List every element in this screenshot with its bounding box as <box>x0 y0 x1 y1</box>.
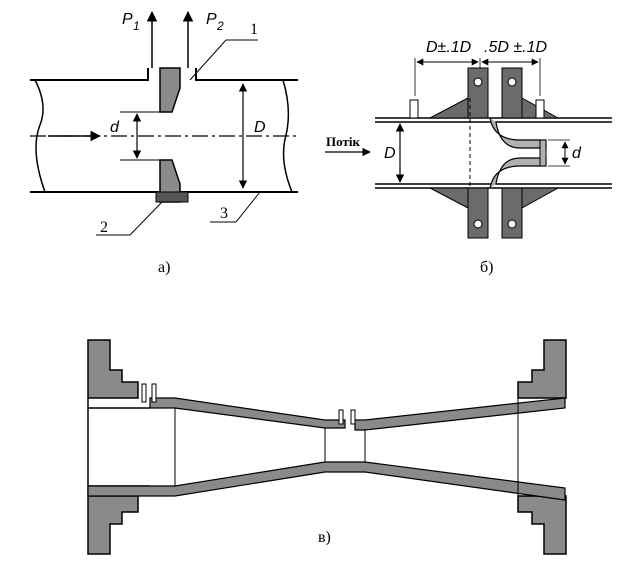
small-diameter-label: d <box>110 119 120 136</box>
p2-subscript: 2 <box>216 19 224 33</box>
flow-label: Потік <box>326 134 360 149</box>
figure-a-orifice: P 1 P 2 1 2 3 d D а) <box>30 10 298 276</box>
p1-label: P <box>122 11 133 28</box>
p2-label: P <box>206 11 217 28</box>
callout-3: 3 <box>220 205 228 222</box>
small-diameter-label-b: d <box>572 145 582 162</box>
callout-1: 1 <box>250 21 258 38</box>
dim-downstream-label: .5D ±.1D <box>484 39 547 56</box>
dim-upstream-label: D±.1D <box>426 39 472 56</box>
large-diameter-label-b: D <box>384 145 396 162</box>
figure-a-label: а) <box>158 259 170 276</box>
p1-subscript: 1 <box>133 19 140 33</box>
figure-c-venturi: в) <box>87 339 567 555</box>
figure-b-nozzle: D±.1D .5D ±.1D Потік D d б) <box>325 39 612 276</box>
figure-c-label: в) <box>318 529 331 546</box>
large-diameter-label: D <box>254 119 266 136</box>
figure-b-label: б) <box>480 259 493 276</box>
callout-2: 2 <box>100 219 108 236</box>
